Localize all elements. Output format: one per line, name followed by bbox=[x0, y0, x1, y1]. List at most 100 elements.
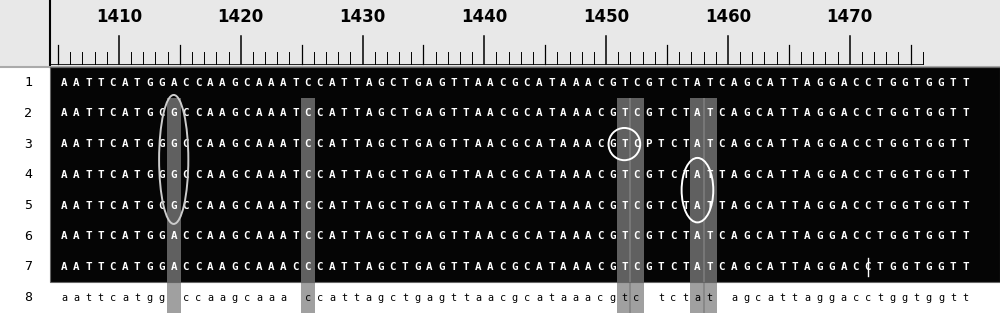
Text: A: A bbox=[61, 262, 67, 272]
Text: T: T bbox=[353, 170, 360, 180]
Text: C: C bbox=[670, 262, 676, 272]
Text: T: T bbox=[621, 170, 628, 180]
Text: G: G bbox=[645, 78, 652, 88]
Text: G: G bbox=[926, 231, 932, 241]
Text: A: A bbox=[268, 139, 274, 149]
Text: g: g bbox=[439, 293, 445, 303]
Text: 5: 5 bbox=[24, 199, 32, 212]
Text: a: a bbox=[426, 293, 433, 303]
Bar bbox=[167, 98, 181, 313]
Text: G: G bbox=[158, 139, 165, 149]
Text: T: T bbox=[85, 262, 92, 272]
Text: A: A bbox=[122, 139, 128, 149]
Text: 7: 7 bbox=[24, 260, 32, 274]
Text: C: C bbox=[853, 108, 859, 118]
Text: T: T bbox=[621, 201, 628, 211]
Text: G: G bbox=[901, 170, 908, 180]
Text: C: C bbox=[390, 201, 396, 211]
Text: A: A bbox=[536, 201, 542, 211]
Bar bbox=[629, 98, 644, 313]
Text: G: G bbox=[438, 139, 445, 149]
Text: C: C bbox=[110, 170, 116, 180]
Text: t: t bbox=[353, 293, 359, 303]
Text: G: G bbox=[901, 231, 908, 241]
Text: C: C bbox=[390, 170, 396, 180]
Text: G: G bbox=[645, 108, 652, 118]
Text: G: G bbox=[146, 262, 153, 272]
Text: A: A bbox=[207, 170, 214, 180]
Text: T: T bbox=[85, 201, 92, 211]
Text: a: a bbox=[560, 293, 567, 303]
Text: A: A bbox=[585, 108, 591, 118]
Text: A: A bbox=[426, 231, 433, 241]
Text: G: G bbox=[231, 231, 238, 241]
Text: G: G bbox=[146, 78, 153, 88]
Text: A: A bbox=[572, 262, 579, 272]
Text: A: A bbox=[256, 201, 262, 211]
Text: G: G bbox=[170, 139, 177, 149]
Text: T: T bbox=[341, 201, 347, 211]
Text: T: T bbox=[719, 201, 725, 211]
Text: C: C bbox=[719, 231, 725, 241]
Text: c: c bbox=[597, 293, 603, 303]
Text: T: T bbox=[950, 201, 956, 211]
Text: G: G bbox=[438, 108, 445, 118]
Text: A: A bbox=[280, 139, 287, 149]
Text: A: A bbox=[73, 139, 80, 149]
Text: A: A bbox=[585, 139, 591, 149]
Text: T: T bbox=[402, 231, 408, 241]
Text: A: A bbox=[731, 78, 737, 88]
Text: A: A bbox=[280, 262, 287, 272]
Text: C: C bbox=[524, 108, 530, 118]
Text: A: A bbox=[560, 139, 567, 149]
Text: A: A bbox=[61, 231, 67, 241]
Text: T: T bbox=[548, 170, 555, 180]
Text: G: G bbox=[609, 231, 615, 241]
Text: A: A bbox=[207, 231, 214, 241]
Text: T: T bbox=[913, 108, 920, 118]
Text: G: G bbox=[438, 262, 445, 272]
Text: T: T bbox=[962, 231, 969, 241]
Text: G: G bbox=[231, 262, 238, 272]
Text: c: c bbox=[110, 293, 116, 303]
Text: A: A bbox=[122, 170, 128, 180]
Text: G: G bbox=[828, 139, 835, 149]
Text: T: T bbox=[621, 262, 628, 272]
Text: G: G bbox=[926, 108, 932, 118]
Text: T: T bbox=[85, 170, 92, 180]
Text: T: T bbox=[463, 262, 469, 272]
Text: G: G bbox=[378, 78, 384, 88]
Text: T: T bbox=[97, 78, 104, 88]
Text: a: a bbox=[329, 293, 335, 303]
Text: T: T bbox=[341, 262, 347, 272]
Text: C: C bbox=[317, 108, 323, 118]
Text: G: G bbox=[609, 262, 615, 272]
Text: c: c bbox=[317, 293, 323, 303]
Text: G: G bbox=[378, 231, 384, 241]
Text: A: A bbox=[280, 78, 287, 88]
Text: a: a bbox=[536, 293, 542, 303]
Text: G: G bbox=[816, 231, 822, 241]
Text: A: A bbox=[426, 108, 433, 118]
Text: C: C bbox=[633, 139, 640, 149]
Text: T: T bbox=[463, 201, 469, 211]
Text: G: G bbox=[170, 108, 177, 118]
Text: c: c bbox=[244, 293, 250, 303]
Text: G: G bbox=[901, 78, 908, 88]
Text: C: C bbox=[304, 201, 311, 211]
Text: C: C bbox=[317, 170, 323, 180]
Text: G: G bbox=[645, 201, 652, 211]
Text: G: G bbox=[816, 139, 822, 149]
Text: 2: 2 bbox=[24, 107, 32, 120]
Text: A: A bbox=[560, 262, 567, 272]
Text: G: G bbox=[378, 201, 384, 211]
Text: A: A bbox=[426, 262, 433, 272]
Bar bbox=[703, 98, 717, 313]
Text: T: T bbox=[877, 201, 883, 211]
Text: C: C bbox=[755, 139, 762, 149]
Text: C: C bbox=[524, 201, 530, 211]
Text: G: G bbox=[743, 201, 749, 211]
Text: G: G bbox=[901, 201, 908, 211]
Text: a: a bbox=[280, 293, 286, 303]
Text: A: A bbox=[207, 108, 214, 118]
